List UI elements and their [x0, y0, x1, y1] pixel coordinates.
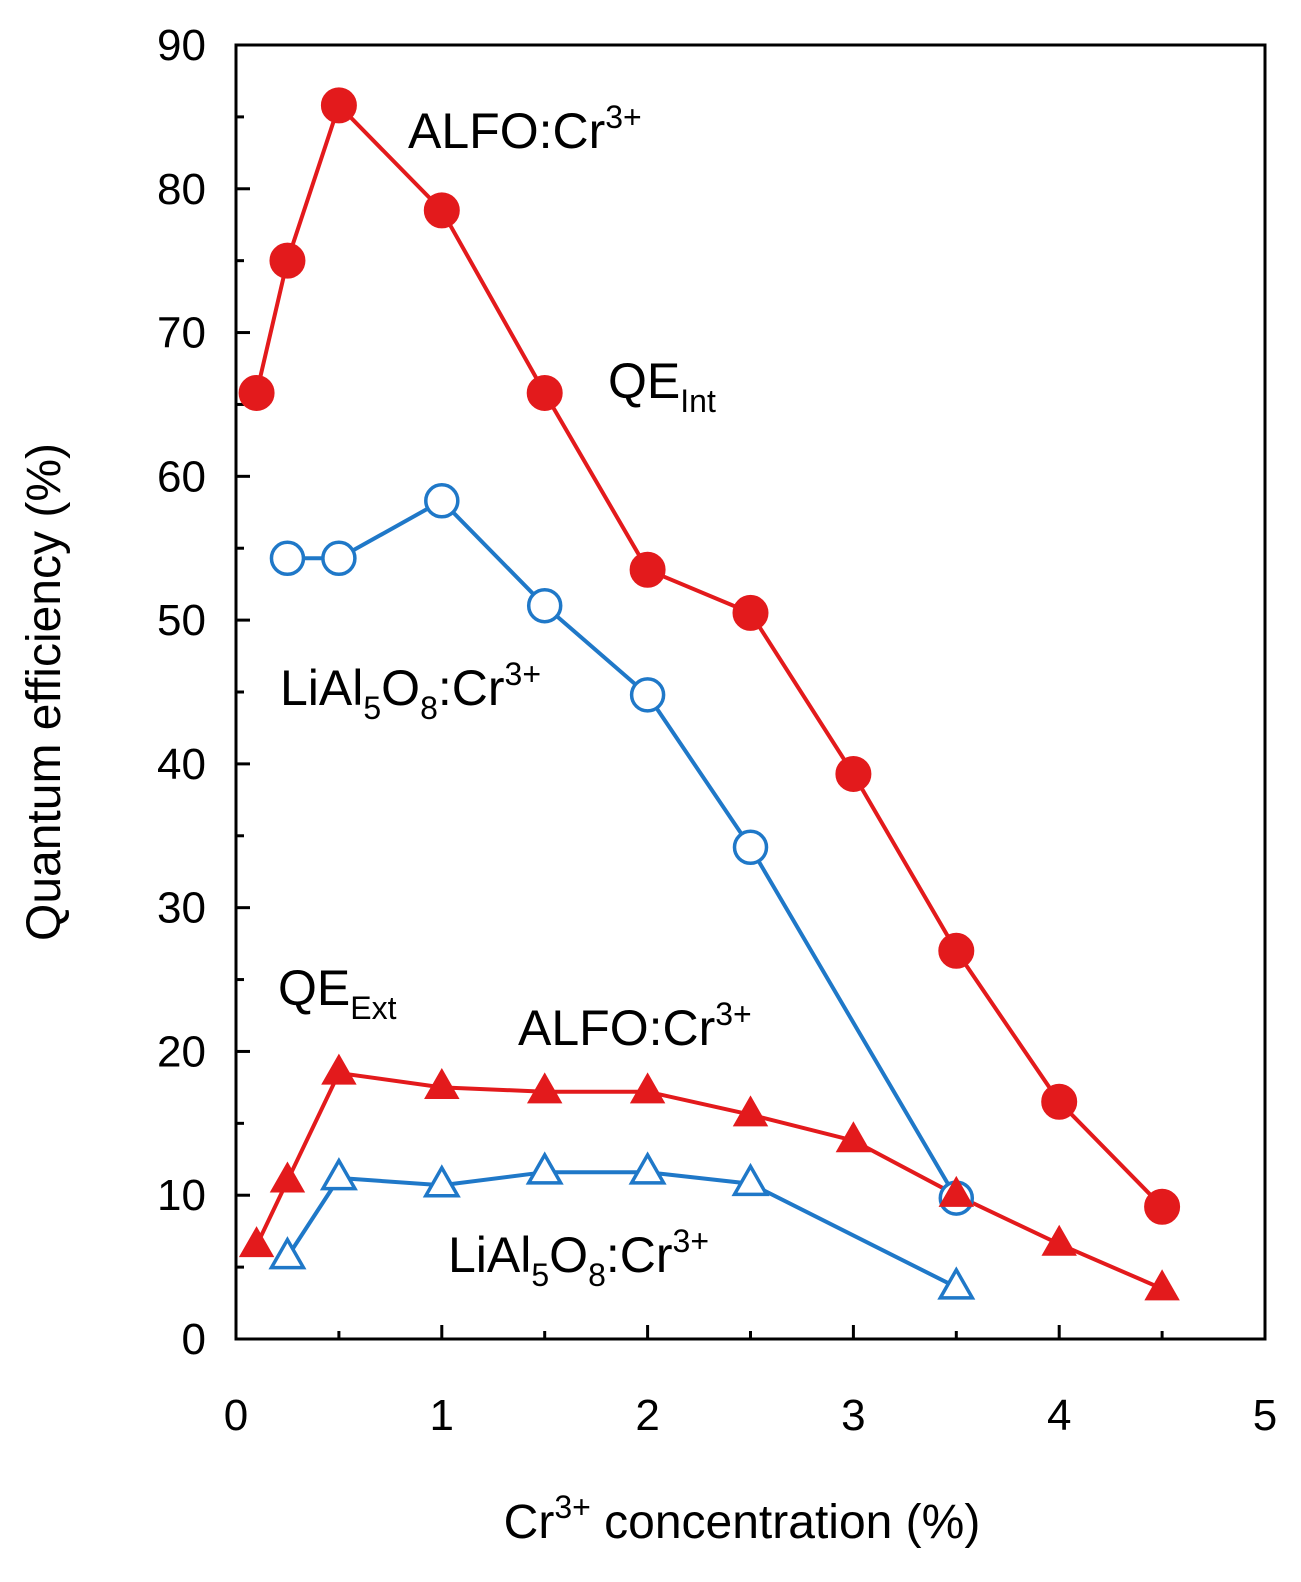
x-tick-label: 2 [635, 1391, 659, 1440]
lialo-ext-point [268, 1236, 307, 1270]
x-axis-title: Cr3+ concentration (%) [504, 1489, 981, 1549]
alfo-ext-point [269, 1161, 306, 1193]
alfo-int-point [732, 594, 769, 631]
alfo-int-point [238, 374, 275, 411]
annotation-lialo-int: LiAl5O8:Cr3+ [280, 656, 541, 726]
lialo-int-point [321, 540, 357, 577]
lialo-int-point [424, 483, 460, 519]
y-tick-label: 10 [157, 1171, 206, 1220]
alfo-int-point [1144, 1188, 1181, 1225]
alfo-ext-point [629, 1072, 666, 1104]
alfo-int-point [1041, 1083, 1078, 1120]
alfo-int-point [629, 551, 666, 588]
alfo-int-point [835, 755, 872, 792]
alfo-int-point [526, 374, 563, 411]
lialo-ext-point [319, 1157, 358, 1191]
alfo-ext-point [1144, 1269, 1180, 1301]
y-tick-label: 50 [157, 596, 206, 645]
lialo-int-point [629, 677, 666, 713]
lialo-int-point [732, 829, 769, 866]
alfo-ext-point [1041, 1224, 1077, 1256]
lialo-int-point [269, 540, 306, 577]
y-tick-label: 60 [157, 452, 206, 501]
y-tick-label: 40 [157, 740, 206, 789]
y-axis-title: Quantum efficiency (%) [18, 443, 71, 941]
alfo-int-point [938, 932, 975, 969]
y-tick-label: 90 [157, 21, 206, 70]
annotation-qe-int: QEInt [608, 353, 716, 419]
y-tick-label: 70 [157, 309, 206, 358]
x-tick-label: 4 [1047, 1391, 1071, 1440]
alfo-int-point [269, 242, 306, 279]
alfo-ext-point [938, 1175, 975, 1207]
lialo-ext-point [422, 1164, 461, 1198]
y-tick-label: 80 [157, 165, 206, 214]
x-tick-label: 0 [224, 1391, 248, 1440]
lialo-ext-point [628, 1151, 667, 1185]
alfo-ext-point [424, 1068, 460, 1100]
y-tick-label: 0 [182, 1315, 206, 1364]
y-tick-label: 30 [157, 884, 206, 933]
x-tick-label: 5 [1253, 1391, 1277, 1440]
alfo-ext-point [321, 1053, 357, 1085]
alfo-ext-point [526, 1072, 563, 1104]
annotation-alfo-ext: ALFO:Cr3+ [518, 996, 752, 1056]
lialo-ext-point [525, 1151, 564, 1185]
alfo-int-point [320, 87, 357, 124]
x-tick-label: 1 [430, 1391, 454, 1440]
y-tick-label: 20 [157, 1027, 206, 1076]
lialo-ext-point [731, 1162, 770, 1197]
alfo-int-point [423, 192, 460, 229]
alfo-ext-point [238, 1226, 275, 1258]
alfo-ext-point [732, 1095, 769, 1127]
lialo-ext-point [937, 1266, 976, 1300]
annotation-lialo-ext: LiAl5O8:Cr3+ [448, 1223, 709, 1293]
annotation-qe-ext: QEExt [278, 960, 397, 1026]
alfo-ext-point [835, 1121, 872, 1153]
lialo-int-point [526, 587, 563, 624]
x-tick-label: 3 [841, 1391, 865, 1440]
data-series [238, 87, 1181, 1301]
axis-ticks: 0 10 20 30 40 50 60 70 80 90 0 1 2 3 4 5 [157, 21, 1277, 1440]
annotation-alfo-int: ALFO:Cr3+ [408, 99, 642, 159]
